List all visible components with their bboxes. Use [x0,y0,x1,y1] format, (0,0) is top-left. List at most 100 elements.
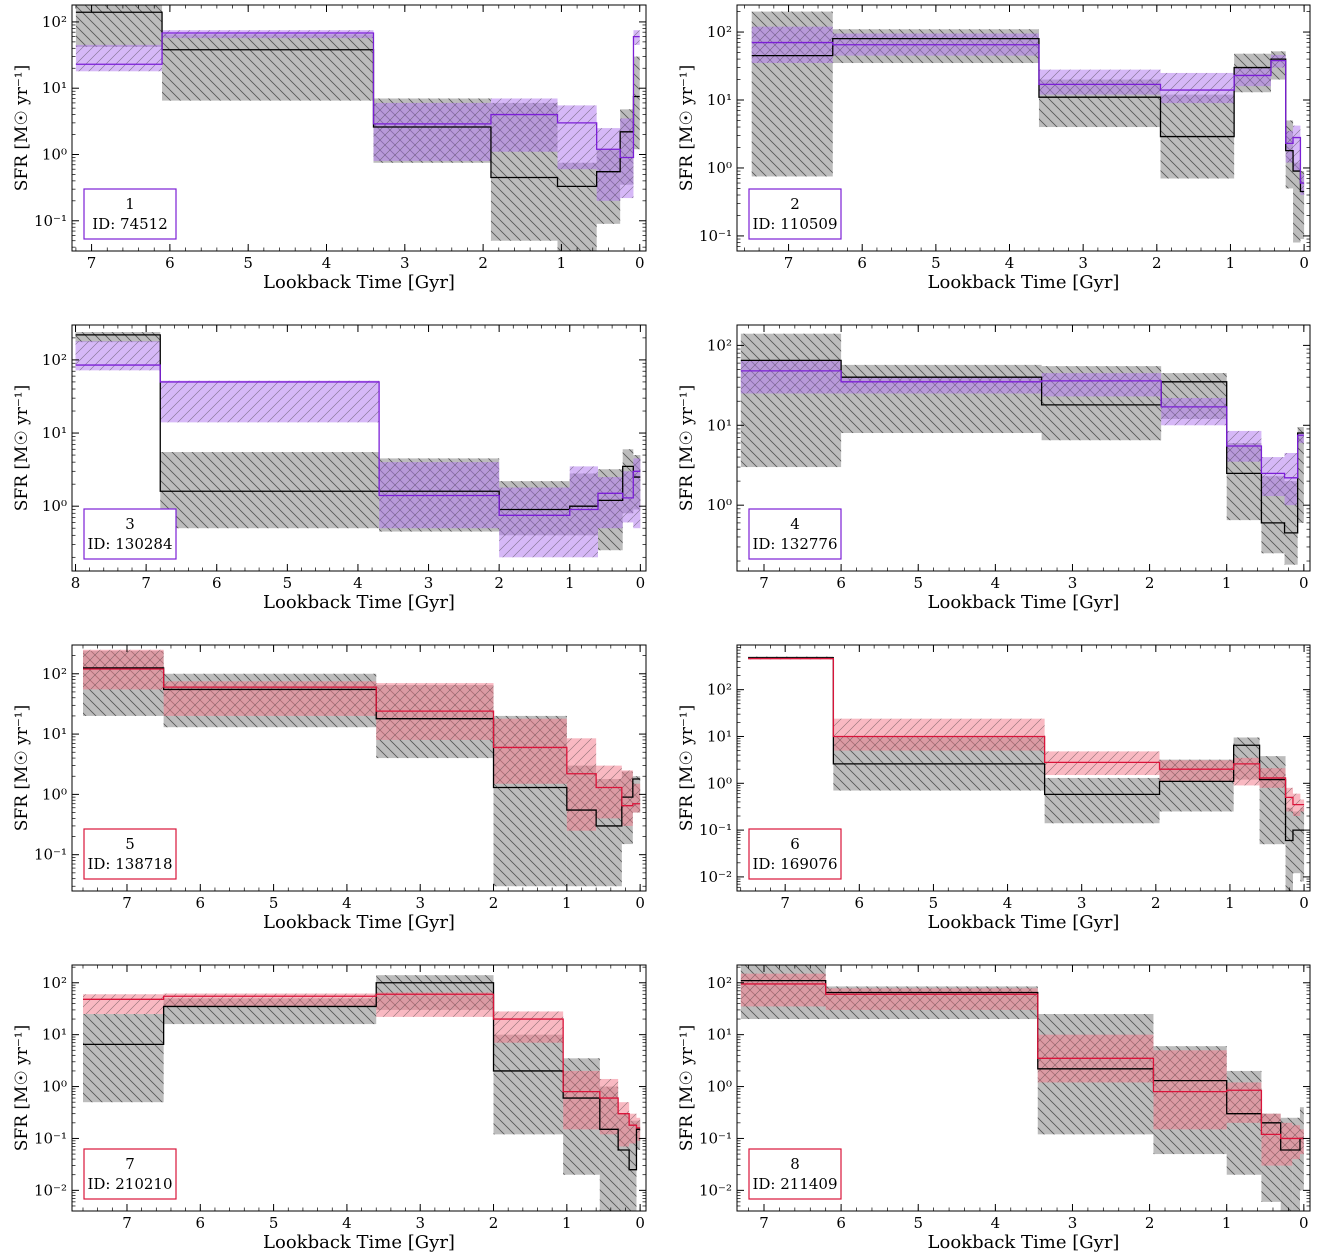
y-tick-label: 10⁻² [699,1181,732,1199]
model-range-hatch [1041,373,1162,397]
black-range-hatch [75,332,161,343]
id-label-box: 4 ID: 132776 [748,508,842,560]
y-tick-label: 10⁰ [42,497,67,515]
model-range-hatch [1261,1113,1281,1166]
model-range-hatch [620,118,634,199]
black-median-line [82,982,641,1171]
x-tick-label: 5 [283,574,293,592]
y-tick-label: 10¹ [707,416,732,434]
model-range-hatch [1285,787,1293,812]
x-tick-label: 5 [913,1214,923,1232]
x-tick-label: 4 [1005,254,1015,272]
black-range-hatch [82,1014,164,1103]
model-range-hatch [841,377,1042,394]
x-tick-label: 1 [1225,894,1235,912]
x-axis-label: Lookback Time [Gyr] [263,592,455,613]
x-tick-label: 5 [243,254,253,272]
panel-number: 4 [790,515,800,533]
x-axis-label: Lookback Time [Gyr] [928,912,1120,933]
x-tick-label: 1 [557,254,567,272]
object-id: ID: 169076 [752,855,837,873]
x-tick-label: 6 [196,894,206,912]
model-range-hatch [825,988,1038,1010]
model-range-hatch [490,98,558,152]
panel-5: 7 6 5 4 3 2 1 0 10² 10¹ 10⁰ 10⁻¹ Lookback Time [Gyr]… [12,644,647,933]
model-median-line [75,32,640,159]
y-axis-label: SFR [M☉ yr⁻¹] [12,705,32,831]
black-range-hatch [618,1113,630,1211]
model-range-hatch [163,681,377,716]
x-tick-label: 1 [1222,574,1232,592]
y-axis-label: SFR [M☉ yr⁻¹] [677,385,697,511]
x-tick-label: 7 [122,1214,132,1232]
x-tick-label: 3 [1078,254,1088,272]
black-range-hatch [1297,427,1304,523]
panel-6: 7 6 5 4 3 2 1 0 10² 10¹ 10⁰ 10⁻¹ 10⁻² Lookback Time [… [677,644,1311,933]
y-tick-label: 10⁻¹ [34,212,67,230]
x-tick-label: 0 [636,574,646,592]
panel-number: 5 [125,835,135,853]
model-range-hatch [1161,397,1227,426]
black-range-hatch [841,364,1042,434]
model-range-hatch [629,1113,637,1144]
plot-frame [736,964,1311,1212]
y-tick-label: 10⁰ [707,774,732,792]
y-tick-label: 10¹ [42,1026,67,1044]
y-axis-label: SFR [M☉ yr⁻¹] [12,65,32,191]
y-tick-label: 10⁰ [707,159,732,177]
x-tick-label: 7 [122,894,132,912]
model-range-hatch [1285,130,1294,163]
model-range-hatch [1234,67,1271,87]
x-tick-label: 5 [913,574,923,592]
model-range-hatch [160,380,380,423]
id-label-box: 1 ID: 74512 [83,188,177,240]
model-range-hatch [1044,751,1160,776]
model-range-hatch [596,128,621,201]
x-tick-label: 6 [165,254,175,272]
x-tick-label: 5 [931,254,941,272]
model-range-hatch [493,1011,564,1043]
x-tick-label: 7 [141,574,151,592]
model-range-hatch [1160,72,1235,104]
y-tick-label: 10¹ [42,424,67,442]
model-median-line [82,668,641,807]
x-tick-label: 4 [991,1214,1001,1232]
model-range-hatch [163,993,377,1007]
y-tick-label: 10¹ [42,725,67,743]
x-tick-label: 2 [494,574,504,592]
x-tick-label: 7 [784,254,794,272]
plot-frame [71,964,647,1212]
object-id: ID: 110509 [752,215,837,233]
model-range-hatch [621,770,633,826]
model-range-hatch [618,1102,630,1147]
y-tick-label: 10⁰ [42,145,67,163]
y-tick-label: 10⁻¹ [34,846,67,864]
y-axis-label: SFR [M☉ yr⁻¹] [677,705,697,831]
model-range-hatch [633,458,641,529]
object-id: ID: 130284 [87,535,172,553]
y-axis-label: SFR [M☉ yr⁻¹] [12,1025,32,1151]
y-tick-label: 10⁻¹ [699,821,732,839]
model-range-hatch [1292,1125,1300,1160]
x-tick-label: 4 [342,1214,352,1232]
x-tick-label: 1 [565,574,575,592]
black-range-hatch [1293,162,1301,243]
black-range-hatch [633,56,640,150]
id-label-box: 2 ID: 110509 [748,188,842,240]
model-range-hatch [633,30,640,45]
x-tick-label: 7 [780,894,790,912]
model-range-hatch [75,44,163,72]
x-tick-label: 2 [1152,254,1162,272]
model-range-hatch [569,466,598,558]
panel-number: 8 [790,1155,800,1173]
black-median-line [82,667,641,827]
x-tick-label: 3 [1068,574,1078,592]
x-tick-label: 5 [929,894,939,912]
x-tick-label: 4 [322,254,332,272]
panel-number: 7 [125,1155,135,1173]
y-tick-label: 10² [42,974,67,992]
model-median-line [748,657,1305,806]
y-tick-label: 10⁻² [34,1181,67,1199]
x-tick-label: 3 [1077,894,1087,912]
model-median-line [82,993,641,1129]
